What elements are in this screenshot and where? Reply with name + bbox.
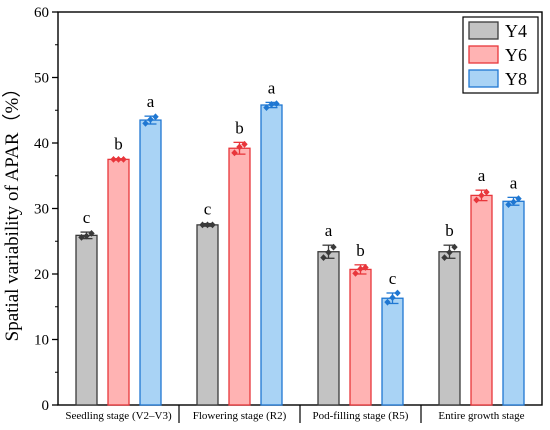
data-point bbox=[320, 254, 327, 262]
data-point bbox=[209, 221, 216, 229]
data-point bbox=[389, 294, 396, 301]
data-point bbox=[241, 140, 248, 148]
data-point bbox=[83, 232, 90, 240]
data-point bbox=[446, 248, 453, 256]
data-point bbox=[325, 248, 332, 256]
significance-letter: c bbox=[204, 200, 212, 219]
legend-swatch-y6 bbox=[468, 45, 499, 64]
significance-letter: a bbox=[510, 173, 518, 192]
data-point bbox=[199, 221, 206, 229]
significance-letter: b bbox=[114, 135, 123, 154]
data-point bbox=[441, 254, 448, 262]
y-tick-label: 20 bbox=[34, 267, 49, 283]
y-tick-label: 0 bbox=[42, 398, 50, 414]
x-tick-label: Flowering stage (R2) bbox=[193, 410, 287, 422]
data-point bbox=[483, 188, 490, 196]
data-point bbox=[273, 100, 280, 108]
bar-y6 bbox=[107, 158, 130, 406]
legend-swatch-y4 bbox=[468, 21, 499, 40]
data-point bbox=[120, 155, 127, 163]
data-point bbox=[110, 155, 117, 163]
significance-letter: a bbox=[147, 92, 155, 111]
significance-letter: a bbox=[268, 78, 276, 97]
data-point bbox=[473, 196, 480, 204]
data-point bbox=[88, 229, 95, 237]
y-tick-label: 50 bbox=[34, 71, 49, 87]
data-point bbox=[451, 243, 458, 251]
data-point bbox=[147, 116, 154, 123]
significance-letter: c bbox=[83, 208, 91, 227]
legend-label: Y8 bbox=[505, 69, 527, 89]
data-point bbox=[362, 264, 369, 271]
data-point bbox=[142, 119, 149, 127]
bar-y4 bbox=[196, 224, 219, 406]
y-tick-label: 30 bbox=[34, 202, 49, 218]
data-point bbox=[152, 113, 159, 121]
bar-y6 bbox=[349, 268, 372, 406]
bar-y8 bbox=[139, 119, 162, 406]
data-point bbox=[384, 298, 391, 306]
x-tick-label: Pod-filling stage (R5) bbox=[313, 410, 409, 422]
data-point bbox=[115, 155, 122, 163]
data-point bbox=[505, 201, 512, 208]
bar-y4 bbox=[75, 234, 98, 406]
significance-letter: a bbox=[478, 166, 486, 185]
significance-letter: b bbox=[235, 118, 244, 137]
data-point bbox=[236, 143, 243, 151]
data-point bbox=[330, 243, 337, 251]
bar-y6 bbox=[470, 194, 493, 406]
data-point bbox=[78, 233, 85, 241]
significance-letter: a bbox=[325, 221, 333, 240]
y-tick-label: 40 bbox=[34, 136, 49, 152]
y-tick-label: 10 bbox=[34, 333, 49, 349]
significance-letter: c bbox=[389, 269, 397, 288]
legend-swatch-y8 bbox=[468, 69, 499, 88]
data-point bbox=[231, 149, 238, 157]
legend: Y4 Y6 Y8 bbox=[462, 16, 539, 94]
data-point bbox=[510, 198, 517, 206]
x-tick-label: Seedling stage (V2–V3) bbox=[65, 410, 172, 422]
bar-y8 bbox=[502, 200, 525, 406]
data-point bbox=[268, 100, 275, 108]
bar-y4 bbox=[317, 251, 340, 406]
data-point bbox=[515, 195, 522, 203]
y-axis-label: Spatial variability of APAR（%） bbox=[1, 79, 23, 342]
bar-y4 bbox=[438, 251, 461, 406]
legend-label: Y6 bbox=[505, 45, 527, 65]
data-point bbox=[478, 192, 485, 199]
data-point bbox=[394, 289, 401, 297]
bar-y8 bbox=[381, 297, 404, 406]
legend-label: Y4 bbox=[505, 21, 527, 41]
data-point bbox=[352, 269, 359, 277]
x-tick-label: Entire growth stage bbox=[438, 410, 524, 422]
significance-letter: b bbox=[445, 221, 454, 240]
y-tick-label: 60 bbox=[34, 5, 49, 21]
bar-y6 bbox=[228, 147, 251, 406]
data-point bbox=[357, 265, 364, 273]
bar-y8 bbox=[260, 104, 283, 406]
data-point bbox=[204, 221, 211, 229]
data-point bbox=[263, 104, 270, 112]
significance-letter: b bbox=[356, 241, 365, 260]
plot-area: 0 10 20 30 40 50 60 Seedling stage (V2–V3) c b a Fl… bbox=[34, 5, 543, 423]
